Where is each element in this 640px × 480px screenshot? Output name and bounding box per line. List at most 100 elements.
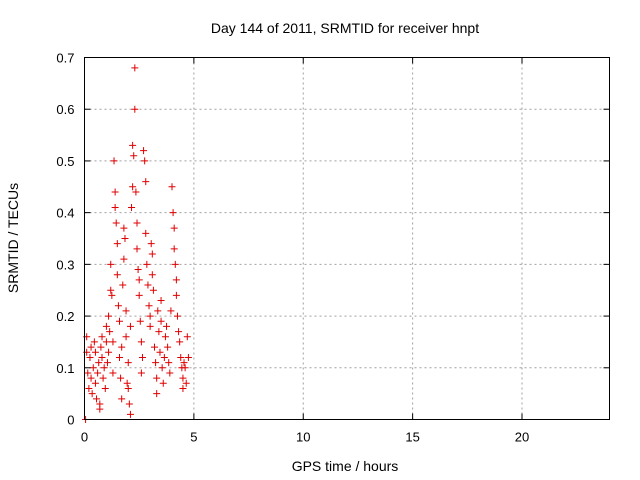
data-point <box>124 384 132 392</box>
data-point <box>103 359 111 367</box>
data-point <box>176 338 184 346</box>
data-point <box>122 307 130 315</box>
data-point <box>124 359 132 367</box>
data-point <box>90 338 98 346</box>
data-point <box>109 338 117 346</box>
data-point <box>105 348 113 356</box>
data-point <box>119 281 127 289</box>
data-point <box>172 276 180 284</box>
data-point <box>117 374 125 382</box>
data-point <box>89 364 97 372</box>
data-point <box>102 338 110 346</box>
data-point <box>136 317 144 325</box>
data-point <box>95 359 103 367</box>
data-point <box>122 333 130 341</box>
data-point <box>114 302 122 310</box>
data-point <box>101 384 109 392</box>
data-point <box>155 328 163 336</box>
data-point <box>179 384 187 392</box>
data-point <box>141 157 149 165</box>
data-point <box>126 322 134 330</box>
data-point <box>99 374 107 382</box>
y-tick-label: 0.6 <box>56 102 74 117</box>
data-point <box>147 240 155 248</box>
data-point <box>91 379 99 387</box>
data-point <box>137 369 145 377</box>
y-tick-label: 0 <box>67 413 74 428</box>
data-point <box>160 353 168 361</box>
data-point <box>184 353 192 361</box>
data-point <box>165 359 173 367</box>
data-point <box>163 322 171 330</box>
data-point <box>88 390 96 398</box>
data-point <box>113 271 121 279</box>
data-point <box>159 379 167 387</box>
data-point <box>146 312 154 320</box>
axis-ticks <box>84 57 610 420</box>
data-point <box>161 333 169 341</box>
data-point <box>125 400 133 408</box>
data-point <box>91 348 99 356</box>
y-tick-label: 0.5 <box>56 154 74 169</box>
data-point <box>113 240 121 248</box>
data-point <box>87 374 95 382</box>
data-point <box>179 374 187 382</box>
chart-title: Day 144 of 2011, SRMTID for receiver hnp… <box>211 20 479 36</box>
data-point <box>123 379 131 387</box>
data-point <box>138 353 146 361</box>
data-points <box>82 64 192 423</box>
data-point <box>169 209 177 217</box>
data-point <box>148 271 156 279</box>
data-point <box>120 255 128 263</box>
data-point <box>97 343 105 351</box>
data-point <box>133 245 141 253</box>
data-point <box>143 260 151 268</box>
data-point <box>177 353 185 361</box>
data-point <box>126 410 134 418</box>
data-point <box>121 235 129 242</box>
data-point <box>152 359 160 367</box>
data-point <box>166 369 174 377</box>
data-point <box>171 260 179 268</box>
data-point <box>156 348 164 356</box>
x-tick-label: 15 <box>405 430 419 445</box>
data-point <box>142 229 150 237</box>
data-point <box>120 224 128 232</box>
data-point <box>128 203 136 211</box>
data-point <box>144 281 152 289</box>
data-point <box>107 260 115 268</box>
plot-frame <box>84 57 610 420</box>
data-point <box>134 266 142 274</box>
x-tick-label: 5 <box>190 430 197 445</box>
data-point <box>137 338 145 346</box>
data-point <box>94 369 102 377</box>
data-point <box>107 286 115 294</box>
data-point <box>133 219 141 227</box>
data-point <box>110 157 118 165</box>
data-point <box>148 250 156 258</box>
data-point <box>96 405 104 413</box>
data-point <box>111 188 119 196</box>
data-point <box>87 343 95 351</box>
y-tick-label: 0.4 <box>56 206 74 221</box>
y-tick-label: 0.3 <box>56 257 74 272</box>
data-point <box>98 353 106 361</box>
data-point <box>153 390 161 398</box>
data-point <box>118 395 126 403</box>
data-point <box>116 317 123 325</box>
data-point <box>98 333 106 341</box>
data-point <box>172 291 180 299</box>
x-tick-label: 20 <box>515 430 529 445</box>
data-point <box>102 322 110 330</box>
data-point <box>100 364 108 372</box>
data-point <box>106 328 114 336</box>
data-point <box>116 353 123 361</box>
data-point <box>164 343 172 351</box>
data-point <box>181 364 189 372</box>
y-tick-label: 0.7 <box>56 51 74 66</box>
data-point <box>131 105 139 113</box>
data-point <box>180 359 188 367</box>
data-point <box>129 183 137 191</box>
x-axis-title: GPS time / hours <box>292 458 399 474</box>
